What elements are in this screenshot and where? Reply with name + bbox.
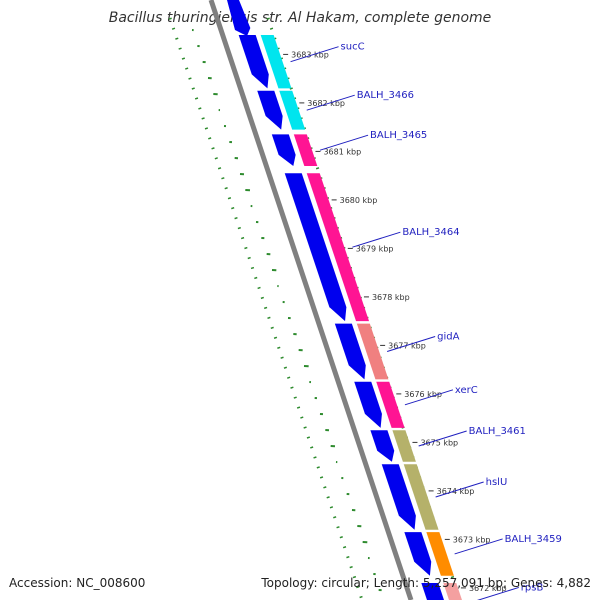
- gene-leader-line: [319, 134, 369, 151]
- cds-arrow-succ: [238, 35, 269, 89]
- cog-block-balh-3466: [279, 90, 306, 130]
- cog-block-balh-3464: [306, 173, 370, 322]
- gene-label-xerc: xerC: [455, 385, 478, 396]
- gene-label-balh-3464: BALH_3464: [402, 227, 459, 238]
- cds-arrow-balh-3461: [370, 430, 395, 462]
- gene-label-rpsb: rpsB: [521, 582, 544, 593]
- kbp-tick-label: 3676 kbp: [404, 390, 442, 399]
- cds-arrow-hslu: [381, 464, 416, 530]
- kbp-tick-label: 3675 kbp: [420, 438, 458, 447]
- backbone-ring: [208, 0, 414, 600]
- genome-title: Bacillus thuringiensis str. Al Hakam, co…: [109, 10, 492, 26]
- cog-block-succ: [260, 35, 292, 89]
- kbp-tick-label: 3679 kbp: [356, 244, 394, 253]
- gene-label-balh-3461: BALH_3461: [469, 426, 526, 437]
- gene-label-gida: gidA: [437, 331, 459, 342]
- kbp-tick-label: 3682 kbp: [307, 99, 345, 108]
- cds-arrow-balh-3464: [284, 173, 347, 322]
- cds-arrow-rpsb: [421, 583, 444, 600]
- gc-skew-track: [191, 29, 382, 592]
- genome-summary-text: Topology: circular; Length: 5,257,091 bp…: [260, 576, 591, 590]
- kbp-tick-label: 3683 kbp: [291, 50, 329, 59]
- cds-arrow-offscreen-top: [227, 0, 251, 36]
- cog-block-xerc: [376, 381, 405, 428]
- gene-label-track: sucC BALH_3466 BALH_3465 BALH_3464 gidA xerC B…: [290, 42, 562, 600]
- gene-label-hslu: hslU: [486, 477, 508, 488]
- kbp-tick-label: 3677 kbp: [388, 341, 426, 350]
- kbp-tick-label: 3672 kbp: [469, 584, 507, 593]
- gene-label-balh-3465: BALH_3465: [370, 130, 427, 141]
- cds-arrow-balh-3459: [404, 532, 432, 576]
- accession-text: Accession: NC_008600: [9, 576, 145, 590]
- cds-track: [227, 0, 444, 600]
- gene-leader-line: [386, 335, 436, 352]
- gene-label-succ: sucC: [341, 42, 365, 53]
- gene-leader-line: [352, 231, 401, 248]
- gene-leader-line: [306, 94, 355, 111]
- gene-label-balh-3459: BALH_3459: [505, 534, 562, 545]
- cog-block-balh-3461: [392, 430, 416, 462]
- gene-leader-line: [404, 389, 454, 406]
- cds-arrow-xerc: [354, 381, 382, 428]
- gene-leader-line: [290, 46, 339, 63]
- gene-leader-line: [418, 430, 467, 447]
- cds-arrow-gida: [334, 323, 366, 380]
- cog-block-balh-3459: [426, 532, 454, 576]
- cog-block-hslu: [403, 464, 439, 530]
- kbp-tick-label: 3673 kbp: [453, 535, 491, 544]
- kbp-tick-label: 3674 kbp: [437, 487, 475, 496]
- kbp-tick-label: 3681 kbp: [323, 147, 361, 156]
- gene-label-balh-3466: BALH_3466: [357, 90, 414, 101]
- gene-leader-line: [435, 481, 484, 498]
- cds-arrow-balh-3466: [257, 90, 283, 130]
- cog-block-balh-3465: [293, 134, 318, 166]
- tick-track: 3683 kbp 3682 kbp 3681 kbp 3680 kbp 3679 kbp…: [283, 50, 507, 593]
- kbp-tick-label: 3680 kbp: [340, 196, 378, 205]
- kbp-tick-label: 3678 kbp: [372, 293, 410, 302]
- cds-arrow-balh-3465: [271, 134, 296, 166]
- cog-block-gida: [356, 323, 389, 380]
- cog-block-rpsb: [443, 583, 462, 600]
- gene-leader-line: [454, 538, 503, 555]
- cog-track: [260, 35, 462, 600]
